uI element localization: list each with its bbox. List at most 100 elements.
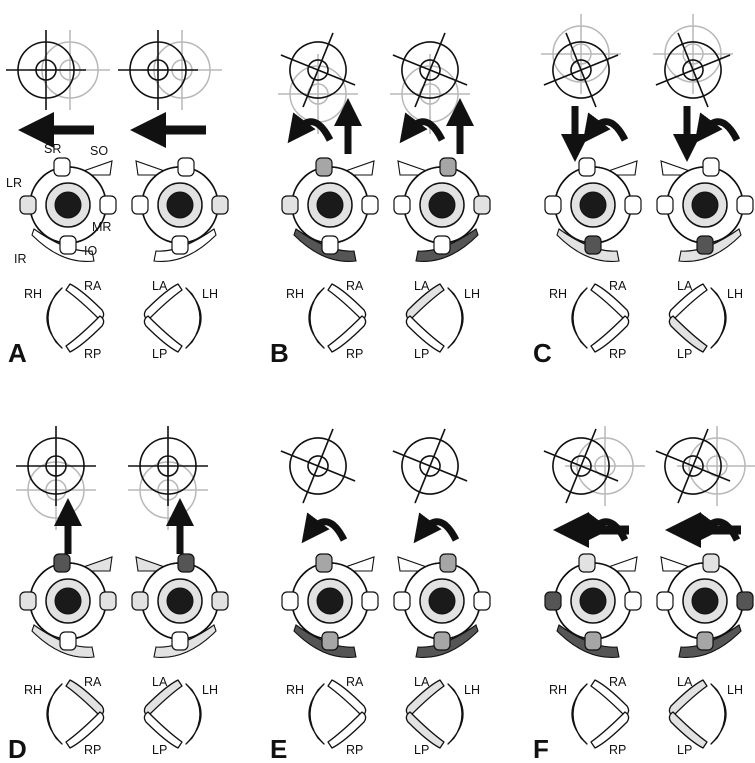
label-la: LA — [414, 279, 430, 293]
label-la: LA — [414, 675, 430, 689]
panel-b-right-canals: RH RA RP — [286, 279, 367, 361]
panel-b-left-rotate-ccw-icon — [399, 112, 446, 144]
canal-lh — [710, 287, 727, 349]
canal-lp — [405, 711, 445, 749]
canal-lh — [185, 287, 202, 349]
panel-e-left-eye — [393, 553, 491, 659]
panel-d-left-crosshair-icon — [128, 426, 208, 530]
label-rp: RP — [346, 347, 363, 361]
label-la: LA — [677, 675, 693, 689]
label-lh: LH — [202, 287, 218, 301]
panel-d-left-canals: LA LH LP — [143, 675, 218, 757]
panel-b-right-rotate-ccw-icon — [287, 112, 334, 144]
label-ra: RA — [609, 675, 627, 689]
label-rp: RP — [346, 743, 363, 757]
label-ir: IR — [14, 252, 27, 266]
label-la: LA — [152, 675, 168, 689]
panel-c-right-eye — [544, 157, 642, 263]
canal-rh — [571, 287, 588, 349]
panel-f-left-canals: LA LH LP — [668, 675, 743, 757]
panel-d-left-eye — [131, 553, 229, 659]
label-rh: RH — [549, 683, 567, 697]
label-lh: LH — [202, 683, 218, 697]
label-ra: RA — [346, 279, 364, 293]
panel-e-right-crosshair-icon — [280, 428, 356, 504]
canal-ra — [590, 283, 630, 321]
label-ra: RA — [84, 279, 102, 293]
label-rp: RP — [84, 347, 101, 361]
panel-c-left-canals: LA LH LP — [668, 279, 743, 361]
canal-rh — [46, 287, 63, 349]
label-lp: LP — [152, 347, 167, 361]
panel-e-left-rotate-ccw-icon — [413, 512, 460, 544]
panel-c-left-rotate-ccw-icon — [694, 112, 741, 144]
canal-ra — [65, 679, 105, 717]
label-sr: SR — [44, 142, 61, 156]
canal-lh — [447, 683, 464, 745]
panel-b: RH RA RP LA LH LP B — [270, 32, 491, 368]
label-rh: RH — [286, 683, 304, 697]
panel-a-letter: A — [8, 338, 27, 368]
panel-c-right-canals: RH RA RP — [549, 279, 630, 361]
label-lr: LR — [6, 176, 22, 190]
label-la: LA — [677, 279, 693, 293]
label-la: LA — [152, 279, 168, 293]
canal-rp — [65, 315, 105, 353]
canal-rp — [327, 711, 367, 749]
panel-f-left-eye — [656, 553, 754, 659]
canal-la — [405, 283, 445, 321]
label-lh: LH — [464, 287, 480, 301]
canal-rp — [590, 315, 630, 353]
panel-d-letter: D — [8, 734, 27, 763]
canal-rh — [571, 683, 588, 745]
label-rh: RH — [24, 683, 42, 697]
panel-f-left-rotate-ccw-icon — [694, 512, 741, 544]
panel-f-left-crosshair-icon — [655, 426, 755, 506]
panel-a-left-canals: LA LH LP — [143, 279, 218, 361]
canal-lp — [668, 711, 708, 749]
panel-f-right-eye — [544, 553, 642, 659]
label-rh: RH — [286, 287, 304, 301]
panel-e-right-rotate-ccw-icon — [301, 512, 348, 544]
label-rp: RP — [84, 743, 101, 757]
panel-b-letter: B — [270, 338, 289, 368]
panel-a-left-eye — [131, 157, 229, 263]
panel-e-left-crosshair-icon — [392, 428, 468, 504]
panel-b-left-crosshair-icon — [390, 32, 470, 134]
label-mr: MR — [92, 220, 111, 234]
label-lh: LH — [464, 683, 480, 697]
canal-rh — [46, 683, 63, 745]
label-rh: RH — [24, 287, 42, 301]
panel-c: RH RA RP LA LH LP C — [533, 14, 754, 368]
panel-c-right-rotate-ccw-icon — [582, 112, 629, 144]
label-ra: RA — [346, 675, 364, 689]
label-lp: LP — [414, 347, 429, 361]
panel-a-right-crosshair-icon — [6, 30, 110, 110]
panel-e-right-eye — [281, 553, 379, 659]
panel-f-right-crosshair-icon — [543, 426, 645, 506]
label-lp: LP — [414, 743, 429, 757]
panel-c-left-crosshair-icon — [653, 14, 733, 108]
panel-b-right-crosshair-icon — [278, 32, 358, 134]
canal-la — [405, 679, 445, 717]
label-lh: LH — [727, 683, 743, 697]
label-lp: LP — [677, 347, 692, 361]
panel-b-right-eye — [281, 157, 379, 263]
panel-e-right-canals: RH RA RP — [286, 675, 367, 757]
panel-f-letter: F — [533, 734, 549, 763]
canal-rp — [65, 711, 105, 749]
panel-a-right-canals: RH RA RP — [24, 279, 105, 361]
label-io: IO — [84, 244, 97, 258]
canal-rp — [590, 711, 630, 749]
label-lp: LP — [677, 743, 692, 757]
canal-ra — [590, 679, 630, 717]
panel-d-right-crosshair-icon — [16, 426, 96, 530]
panel-d-right-canals: RH RA RP — [24, 675, 105, 757]
panel-c-letter: C — [533, 338, 552, 368]
canal-rp — [327, 315, 367, 353]
panel-d: RH RA RP LA LH LP D — [8, 426, 229, 763]
label-lh: LH — [727, 287, 743, 301]
label-rh: RH — [549, 287, 567, 301]
label-so: SO — [90, 144, 108, 158]
